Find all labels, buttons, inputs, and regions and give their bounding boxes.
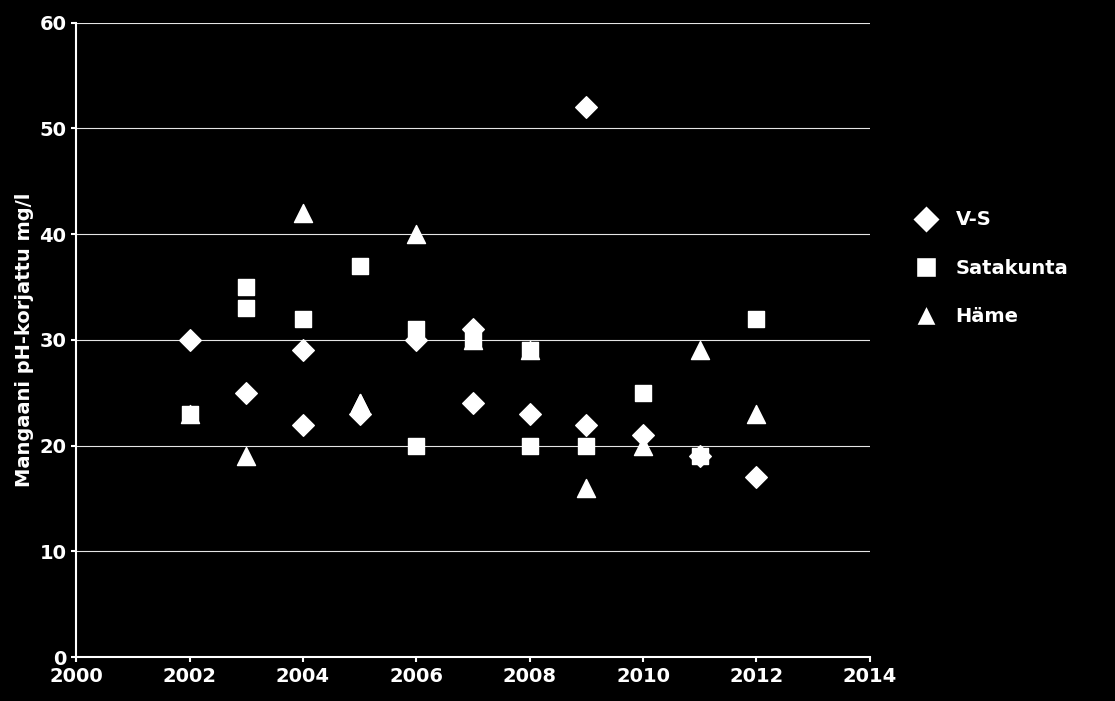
Häme	[351, 397, 369, 409]
Häme	[464, 334, 482, 346]
V-S	[294, 345, 312, 356]
Häme	[521, 345, 539, 356]
V-S	[464, 324, 482, 335]
Häme	[407, 229, 425, 240]
Satakunta	[294, 313, 312, 325]
V-S	[691, 451, 709, 462]
V-S	[407, 334, 425, 346]
Häme	[691, 345, 709, 356]
Häme	[181, 409, 198, 420]
Häme	[747, 409, 765, 420]
Satakunta	[747, 313, 765, 325]
Satakunta	[181, 409, 198, 420]
Satakunta	[634, 387, 652, 398]
Häme	[237, 451, 255, 462]
V-S	[237, 387, 255, 398]
Satakunta	[521, 440, 539, 451]
V-S	[181, 334, 198, 346]
Häme	[294, 207, 312, 219]
Satakunta	[521, 345, 539, 356]
Satakunta	[407, 440, 425, 451]
Satakunta	[578, 440, 595, 451]
Y-axis label: Mangaani pH-korjattu mg/l: Mangaani pH-korjattu mg/l	[14, 193, 33, 487]
V-S	[521, 409, 539, 420]
V-S	[578, 419, 595, 430]
V-S	[294, 419, 312, 430]
Satakunta	[351, 260, 369, 271]
Satakunta	[691, 451, 709, 462]
V-S	[747, 472, 765, 483]
Legend: V-S, Satakunta, Häme: V-S, Satakunta, Häme	[888, 191, 1087, 345]
Satakunta	[237, 281, 255, 292]
Satakunta	[237, 303, 255, 314]
Häme	[351, 397, 369, 409]
V-S	[634, 430, 652, 441]
Satakunta	[464, 334, 482, 346]
Häme	[634, 440, 652, 451]
V-S	[578, 102, 595, 113]
V-S	[351, 409, 369, 420]
Satakunta	[407, 324, 425, 335]
Häme	[578, 482, 595, 494]
V-S	[464, 397, 482, 409]
